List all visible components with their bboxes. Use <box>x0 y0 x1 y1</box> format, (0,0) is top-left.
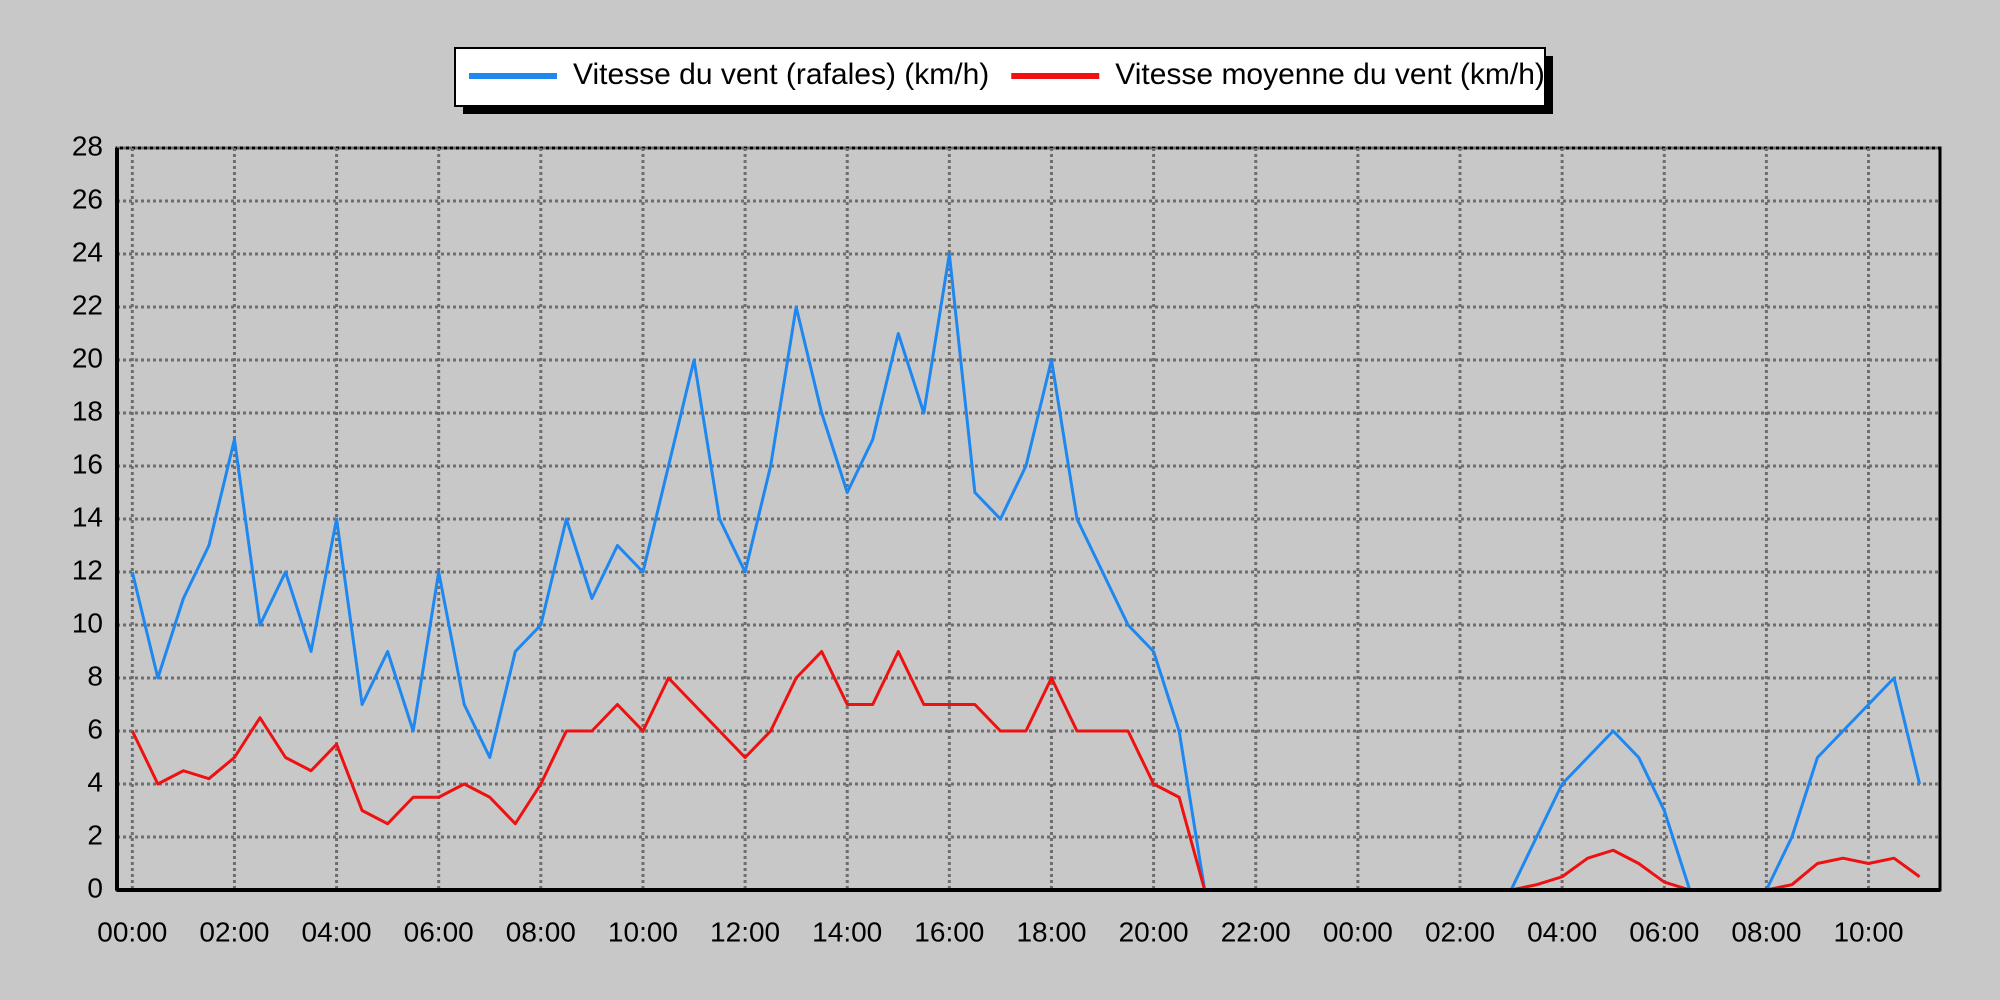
x-tick-label: 02:00 <box>1425 916 1495 947</box>
x-tick-label: 06:00 <box>404 916 474 947</box>
x-tick-label: 22:00 <box>1221 916 1291 947</box>
series-line <box>130 650 1921 892</box>
y-tick-label: 24 <box>72 236 103 267</box>
x-tick-label: 00:00 <box>97 916 167 947</box>
x-tick-label: 08:00 <box>506 916 576 947</box>
x-tick-label: 00:00 <box>1323 916 1393 947</box>
x-tick-label: 10:00 <box>608 916 678 947</box>
legend-label: Vitesse du vent (rafales) (km/h) <box>573 58 989 91</box>
x-tick-label: 16:00 <box>914 916 984 947</box>
legend-label: Vitesse moyenne du vent (km/h) <box>1115 58 1545 91</box>
y-tick-label: 28 <box>72 130 103 161</box>
x-tick-label: 14:00 <box>812 916 882 947</box>
x-tick-label: 20:00 <box>1119 916 1189 947</box>
y-tick-label: 4 <box>87 766 103 797</box>
y-tick-label: 10 <box>72 607 103 638</box>
x-tick-label: 02:00 <box>199 916 269 947</box>
y-tick-label: 20 <box>72 342 103 373</box>
x-tick-label: 12:00 <box>710 916 780 947</box>
legend-box <box>454 47 1546 107</box>
y-tick-label: 22 <box>72 289 103 320</box>
x-tick-label: 04:00 <box>1527 916 1597 947</box>
x-tick-label: 08:00 <box>1731 916 1801 947</box>
y-tick-label: 16 <box>72 448 103 479</box>
y-tick-label: 2 <box>87 819 103 850</box>
x-tick-label: 04:00 <box>302 916 372 947</box>
y-tick-label: 12 <box>72 554 103 585</box>
y-tick-label: 8 <box>87 660 103 691</box>
x-tick-label: 06:00 <box>1629 916 1699 947</box>
y-tick-label: 6 <box>87 713 103 744</box>
y-tick-label: 0 <box>87 872 103 903</box>
y-tick-label: 18 <box>72 395 103 426</box>
x-tick-label: 18:00 <box>1016 916 1086 947</box>
x-tick-label: 10:00 <box>1833 916 1903 947</box>
y-tick-label: 26 <box>72 183 103 214</box>
y-tick-label: 14 <box>72 501 103 532</box>
series-line <box>130 252 1922 892</box>
